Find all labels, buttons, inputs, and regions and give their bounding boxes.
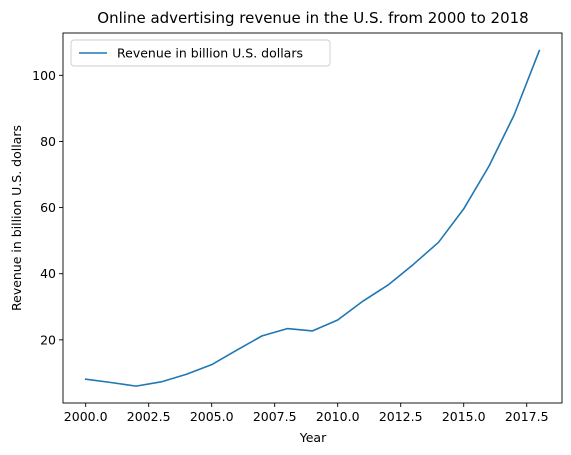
x-tick-label: 2012.5: [379, 409, 423, 424]
series-line: [84, 49, 541, 387]
x-tick-label: 2005.0: [190, 409, 234, 424]
y-axis-label: Revenue in billion U.S. dollars: [9, 125, 24, 311]
plot-area: 2000.0 2002.5 2005.0 2007.5 2010.0 2012.5 2015…: [32, 32, 563, 424]
x-tick-label: 2017.5: [505, 409, 549, 424]
x-tick-label: 2000.0: [64, 409, 108, 424]
x-axis-label: Year: [299, 430, 327, 445]
x-tick-label: 2002.5: [127, 409, 171, 424]
y-tick-label: 80: [40, 134, 56, 149]
y-tick-label: 40: [40, 266, 56, 281]
axes-frame: [62, 32, 563, 404]
chart-title: Online advertising revenue in the U.S. f…: [97, 9, 528, 27]
x-tick-label: 2015.0: [442, 409, 486, 424]
x-tick-label: 2007.5: [253, 409, 297, 424]
y-tick-label: 100: [32, 68, 56, 83]
legend-box: [70, 39, 331, 67]
legend-label: Revenue in billion U.S. dollars: [117, 46, 303, 61]
y-tick-label: 20: [40, 332, 56, 347]
x-tick-label: 2010.0: [316, 409, 360, 424]
y-tick-label: 60: [40, 200, 56, 215]
